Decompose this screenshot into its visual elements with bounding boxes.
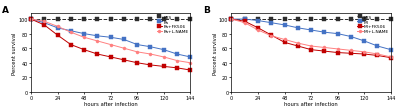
X-axis label: hours after infection: hours after infection bbox=[84, 102, 138, 107]
Y-axis label: Percent survival: Percent survival bbox=[213, 32, 217, 74]
Text: B: B bbox=[203, 6, 210, 15]
Text: A: A bbox=[2, 6, 9, 15]
Y-axis label: Percent survival: Percent survival bbox=[12, 32, 17, 74]
Legend: PBS, MI, MI+FK506, MI+L-NAME: PBS, MI, MI+FK506, MI+L-NAME bbox=[356, 15, 390, 35]
X-axis label: hours after infection: hours after infection bbox=[284, 102, 338, 107]
Legend: PBS, Pa, Pa+FK506, Pa+L-NAME: PBS, Pa, Pa+FK506, Pa+L-NAME bbox=[156, 15, 190, 35]
